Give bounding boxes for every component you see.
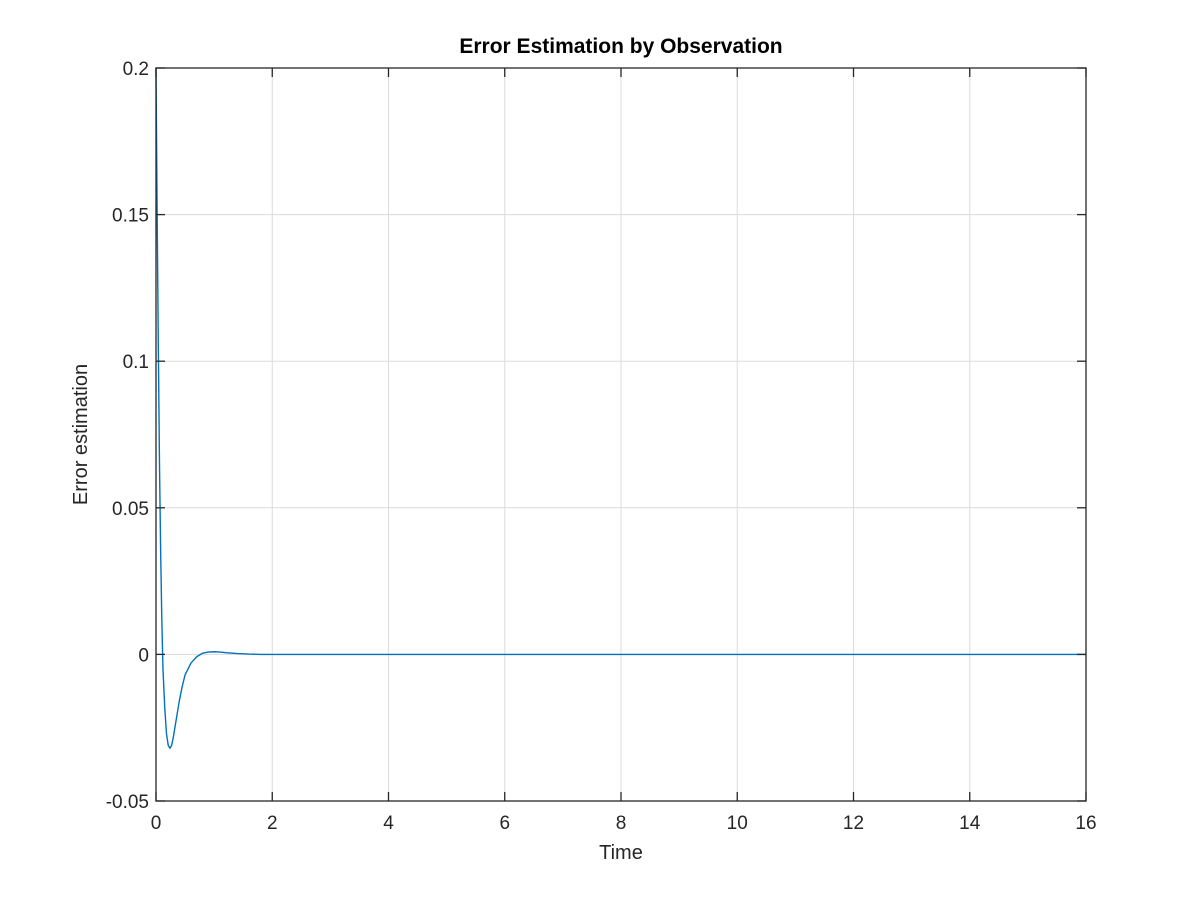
x-tick-labels: 0 2 4 6 8 10 12 14 16 (151, 813, 1097, 834)
y-tick-label: 0 (138, 645, 149, 666)
x-tick-label: 2 (267, 813, 278, 834)
y-axis-label: Error estimation (70, 364, 92, 505)
x-tick-label: 16 (1075, 813, 1096, 834)
chart-title: Error Estimation by Observation (459, 35, 782, 58)
x-tick-label: 12 (843, 813, 864, 834)
x-tick-label: 14 (959, 813, 981, 834)
y-tick-label: 0.15 (112, 206, 149, 227)
x-tick-label: 0 (151, 813, 162, 834)
y-tick-label: 0.1 (123, 352, 149, 373)
y-tick-label: 0.05 (112, 499, 149, 520)
y-tick-label: -0.05 (106, 792, 149, 813)
x-tick-label: 10 (727, 813, 748, 834)
y-tick-label: 0.2 (123, 59, 149, 80)
x-tick-label: 8 (616, 813, 627, 834)
series-layer (155, 67, 1086, 749)
x-tick-label: 6 (499, 813, 510, 834)
y-tick-labels: -0.05 0 0.05 0.1 0.15 0.2 (106, 59, 149, 813)
series-line-0 (155, 67, 1086, 749)
tick-marks (155, 67, 1087, 802)
x-axis-label: Time (599, 842, 643, 864)
x-tick-label: 4 (383, 813, 394, 834)
